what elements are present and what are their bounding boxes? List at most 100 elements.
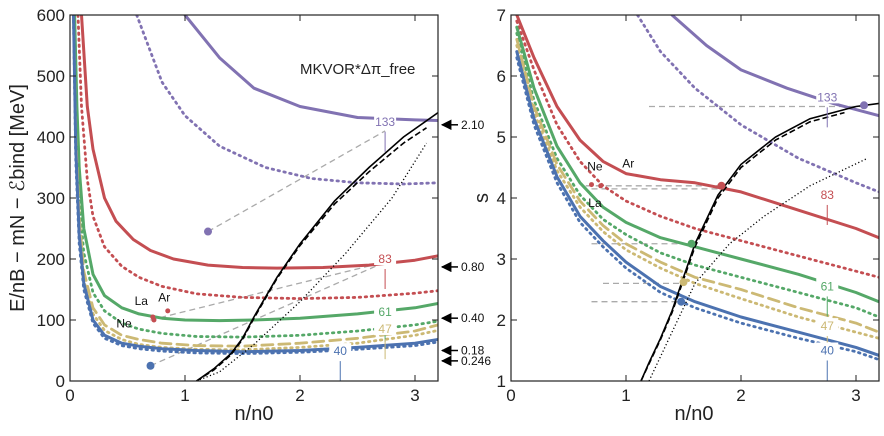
left-nucleus-label-Ne: Ne — [116, 316, 132, 330]
left-series-47 — [72, 15, 438, 348]
left-right-arrows: 2.10 0.80 0.40 0.180.246 — [440, 118, 491, 368]
left-point-133 — [204, 227, 212, 236]
right-series-40 — [515, 50, 879, 357]
left-series-83-dotted — [76, 15, 438, 300]
left-xtick-label: 3 — [410, 386, 419, 405]
right-curve-label-61: 61 — [821, 279, 835, 293]
right-nucleus-label-Ar: Ar — [622, 157, 634, 171]
left-label-bg-83 — [374, 251, 397, 265]
right-point-47 — [679, 278, 688, 287]
right-ytick-label: 7 — [497, 6, 506, 25]
right-series-61 — [515, 25, 879, 304]
left-series-83 — [80, 15, 438, 270]
left-point-Ne — [151, 317, 157, 323]
left-series-133-dotted — [135, 15, 438, 186]
right-ytick-label: 6 — [497, 67, 506, 86]
left-label-bg-47 — [374, 321, 397, 336]
left-guide-line — [207, 130, 386, 233]
right-series-47 — [515, 38, 879, 334]
right-point-Ne — [589, 182, 594, 188]
left-annotation: MKVOR*Δπ_free — [300, 61, 415, 78]
right-black-curve-dashed — [640, 111, 845, 381]
right-label-bg-61 — [816, 278, 839, 293]
right-series-83-dotted — [515, 19, 879, 279]
left-curve-label-133: 133 — [375, 115, 395, 129]
left-black-curve-dotted — [196, 142, 428, 381]
left-ylabel: E/nB − mN − ℰbind [MeV] — [7, 84, 29, 312]
right-series-61-dotted — [515, 31, 879, 319]
right-series-47-dotted — [515, 44, 879, 340]
left-right-arrow-label: 2.10 — [461, 118, 485, 132]
left-nucleus-label-Ar: Ar — [158, 291, 170, 305]
left-curve-label-47: 47 — [378, 322, 392, 336]
right-series-133-dotted — [636, 15, 879, 194]
left-ytick-label: 200 — [37, 250, 65, 269]
right-ylabel: s — [471, 193, 493, 203]
left-xtick-label: 1 — [180, 386, 189, 405]
left-point-40 — [146, 361, 155, 370]
left-series-133 — [183, 15, 438, 122]
right-xtick-label: 1 — [621, 386, 630, 405]
right-ytick-label: 1 — [497, 372, 506, 391]
right-xtick-label: 2 — [736, 386, 745, 405]
left-label-bg-40 — [329, 343, 352, 358]
right-plot-area: 133 83 61 47 40 Ne Ar La — [515, 15, 879, 381]
right-xtick-label: 3 — [851, 386, 860, 405]
right-xlabel: n/n0 — [675, 403, 714, 425]
left-xtick-label: 2 — [295, 386, 304, 405]
left-ytick-label: 600 — [37, 6, 65, 25]
left-ticks: 0 1 2 3 0 100 200 300 400 500 600 — [37, 6, 438, 405]
left-curve-label-83: 83 — [378, 252, 392, 266]
left-nucleus-label-La: La — [135, 294, 149, 308]
right-ytick-label: 5 — [497, 128, 506, 147]
left-curve-label-61: 61 — [378, 305, 392, 319]
left-ytick-label: 400 — [37, 128, 65, 147]
right-ytick-label: 2 — [497, 311, 506, 330]
left-ytick-label: 100 — [37, 311, 65, 330]
right-curve-label-133: 133 — [817, 90, 837, 104]
right-label-bg-83 — [816, 186, 839, 201]
right-curve-label-40: 40 — [821, 344, 835, 358]
left-ytick-label: 0 — [56, 372, 65, 391]
left-label-bg-61 — [374, 304, 397, 319]
left-black-curve-solid — [196, 111, 438, 381]
right-series-83 — [515, 15, 879, 240]
right-series-40-dotted — [515, 56, 879, 361]
right-label-bg-133 — [816, 89, 839, 104]
left-ytick-label: 300 — [37, 189, 65, 208]
left-xtick-label: 0 — [65, 386, 74, 405]
right-black-curve-solid — [640, 102, 879, 381]
right-point-83 — [717, 181, 726, 190]
left-right-arrow-label: 0.18 — [461, 344, 485, 358]
right-curve-label-83: 83 — [821, 188, 835, 202]
right-xtick-label: 0 — [506, 386, 515, 405]
right-point-40 — [677, 297, 686, 306]
left-label-bg-133 — [374, 113, 397, 128]
right-ytick-label: 3 — [497, 250, 506, 269]
right-label-bg-47 — [816, 318, 839, 333]
left-right-arrow-label: 0.246 — [461, 354, 491, 368]
right-ytick-label: 4 — [497, 189, 506, 208]
left-point-Ar — [165, 308, 171, 314]
right-point-61 — [687, 239, 696, 248]
left-guide-line — [150, 261, 386, 321]
right-nucleus-label-Ne: Ne — [587, 160, 603, 174]
right-point-Ar — [598, 183, 604, 189]
right-series-133 — [670, 15, 879, 118]
right-curve-label-47: 47 — [821, 319, 835, 333]
left-curve-label-40: 40 — [334, 344, 348, 358]
right-point-133 — [860, 101, 869, 110]
left-black-curve-dashed — [196, 127, 427, 381]
right-black-curve-dotted — [648, 157, 868, 381]
left-series-61-dotted — [72, 15, 438, 339]
left-ytick-label: 500 — [37, 67, 65, 86]
left-xlabel: n/n0 — [235, 403, 274, 425]
left-right-arrow-label: 0.40 — [461, 311, 485, 325]
left-right-arrow-label: 0.80 — [461, 260, 485, 274]
right-nucleus-label-La: La — [588, 196, 602, 210]
